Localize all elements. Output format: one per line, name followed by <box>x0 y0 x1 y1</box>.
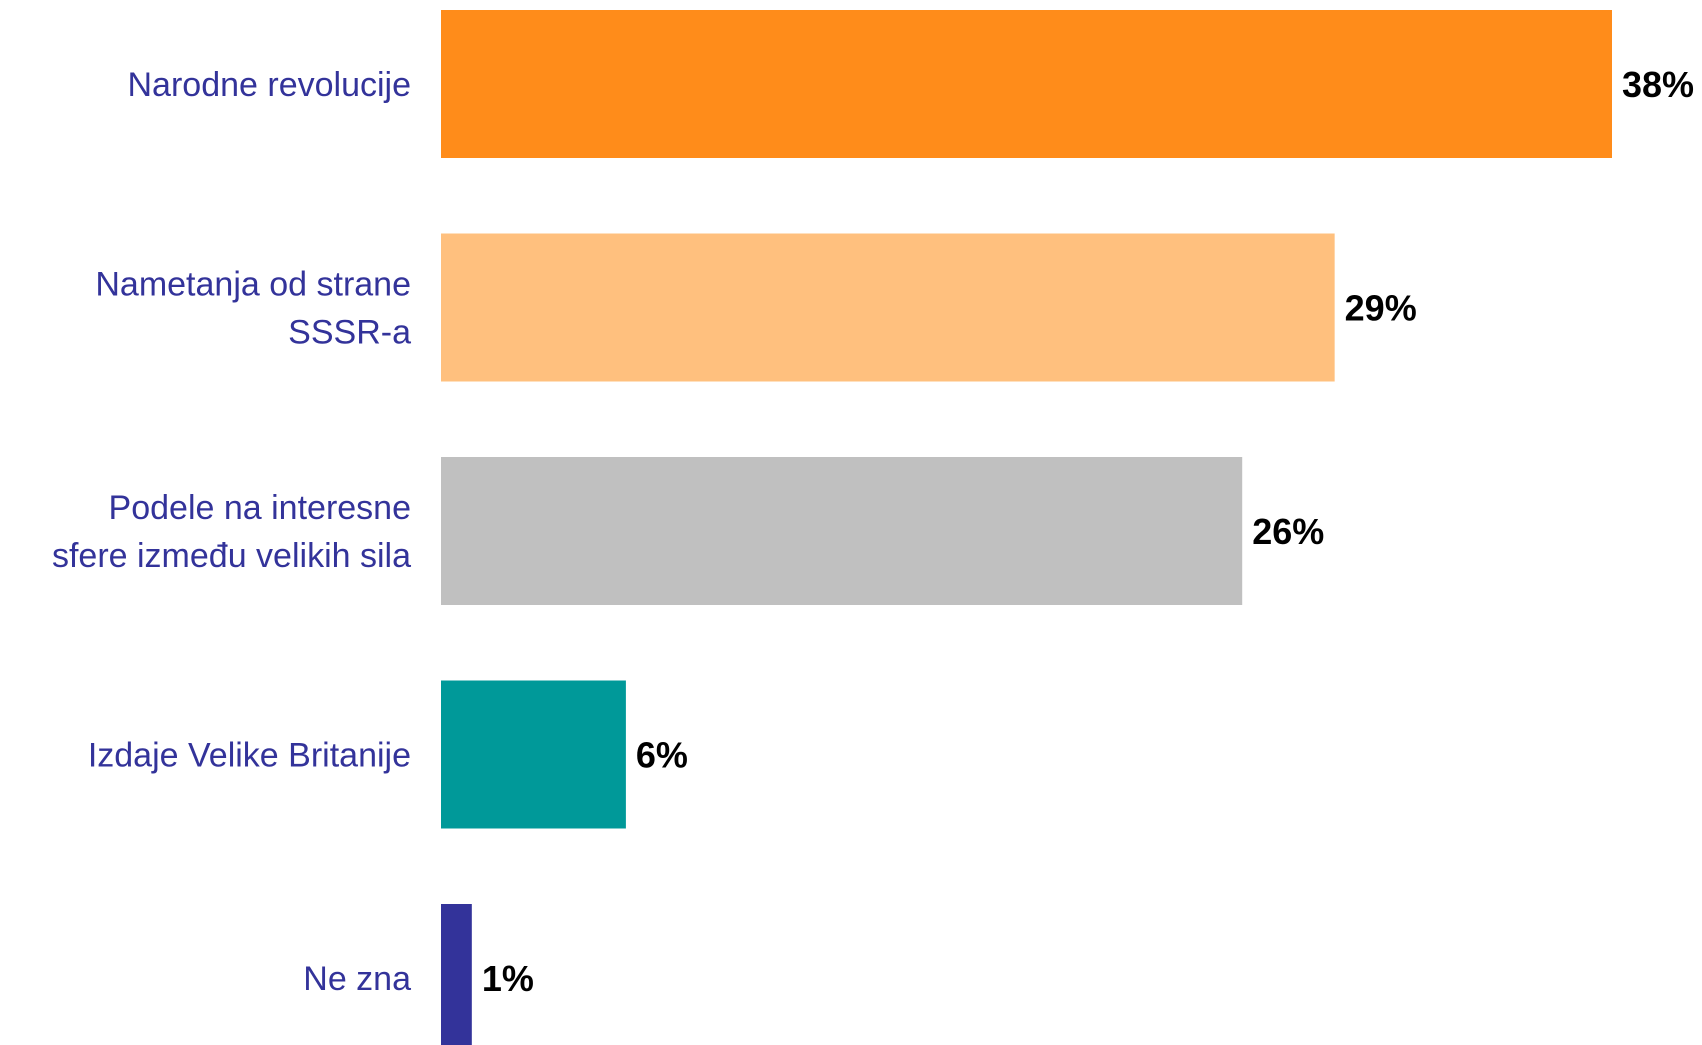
category-label-1: Nametanja od strane SSSR-a <box>95 266 411 352</box>
value-label-2: 26% <box>1252 511 1324 552</box>
bar-0 <box>441 10 1612 158</box>
category-label-2-line-1: sfere između velikih sila <box>52 537 411 575</box>
value-label-3: 6% <box>636 735 688 776</box>
category-label-3-line-0: Izdaje Velike Britanije <box>88 737 411 775</box>
category-label-0: Narodne revolucije <box>128 66 412 104</box>
category-label-4-line-0: Ne zna <box>303 960 411 998</box>
bar-3 <box>441 680 626 829</box>
category-label-2: Podele na interesne sfere između velikih … <box>52 489 411 575</box>
category-label-3: Izdaje Velike Britanije <box>88 737 411 775</box>
category-labels-layer: Narodne revolucije Nametanja od strane SSS… <box>52 66 411 998</box>
category-label-4: Ne zna <box>303 960 411 998</box>
category-label-0-line-0: Narodne revolucije <box>128 66 412 104</box>
category-label-1-line-1: SSSR-a <box>288 314 411 352</box>
value-label-4: 1% <box>482 958 534 999</box>
bar-1 <box>441 233 1335 382</box>
bar-2 <box>441 457 1243 605</box>
value-labels-layer: 38% 29% 26% 6% 1% <box>482 64 1694 999</box>
value-label-1: 29% <box>1345 288 1417 329</box>
bar-4 <box>441 904 472 1045</box>
value-label-0: 38% <box>1622 64 1694 105</box>
bars-layer <box>441 10 1612 1045</box>
category-label-2-line-0: Podele na interesne <box>109 489 411 527</box>
category-label-1-line-0: Nametanja od strane <box>95 266 411 304</box>
